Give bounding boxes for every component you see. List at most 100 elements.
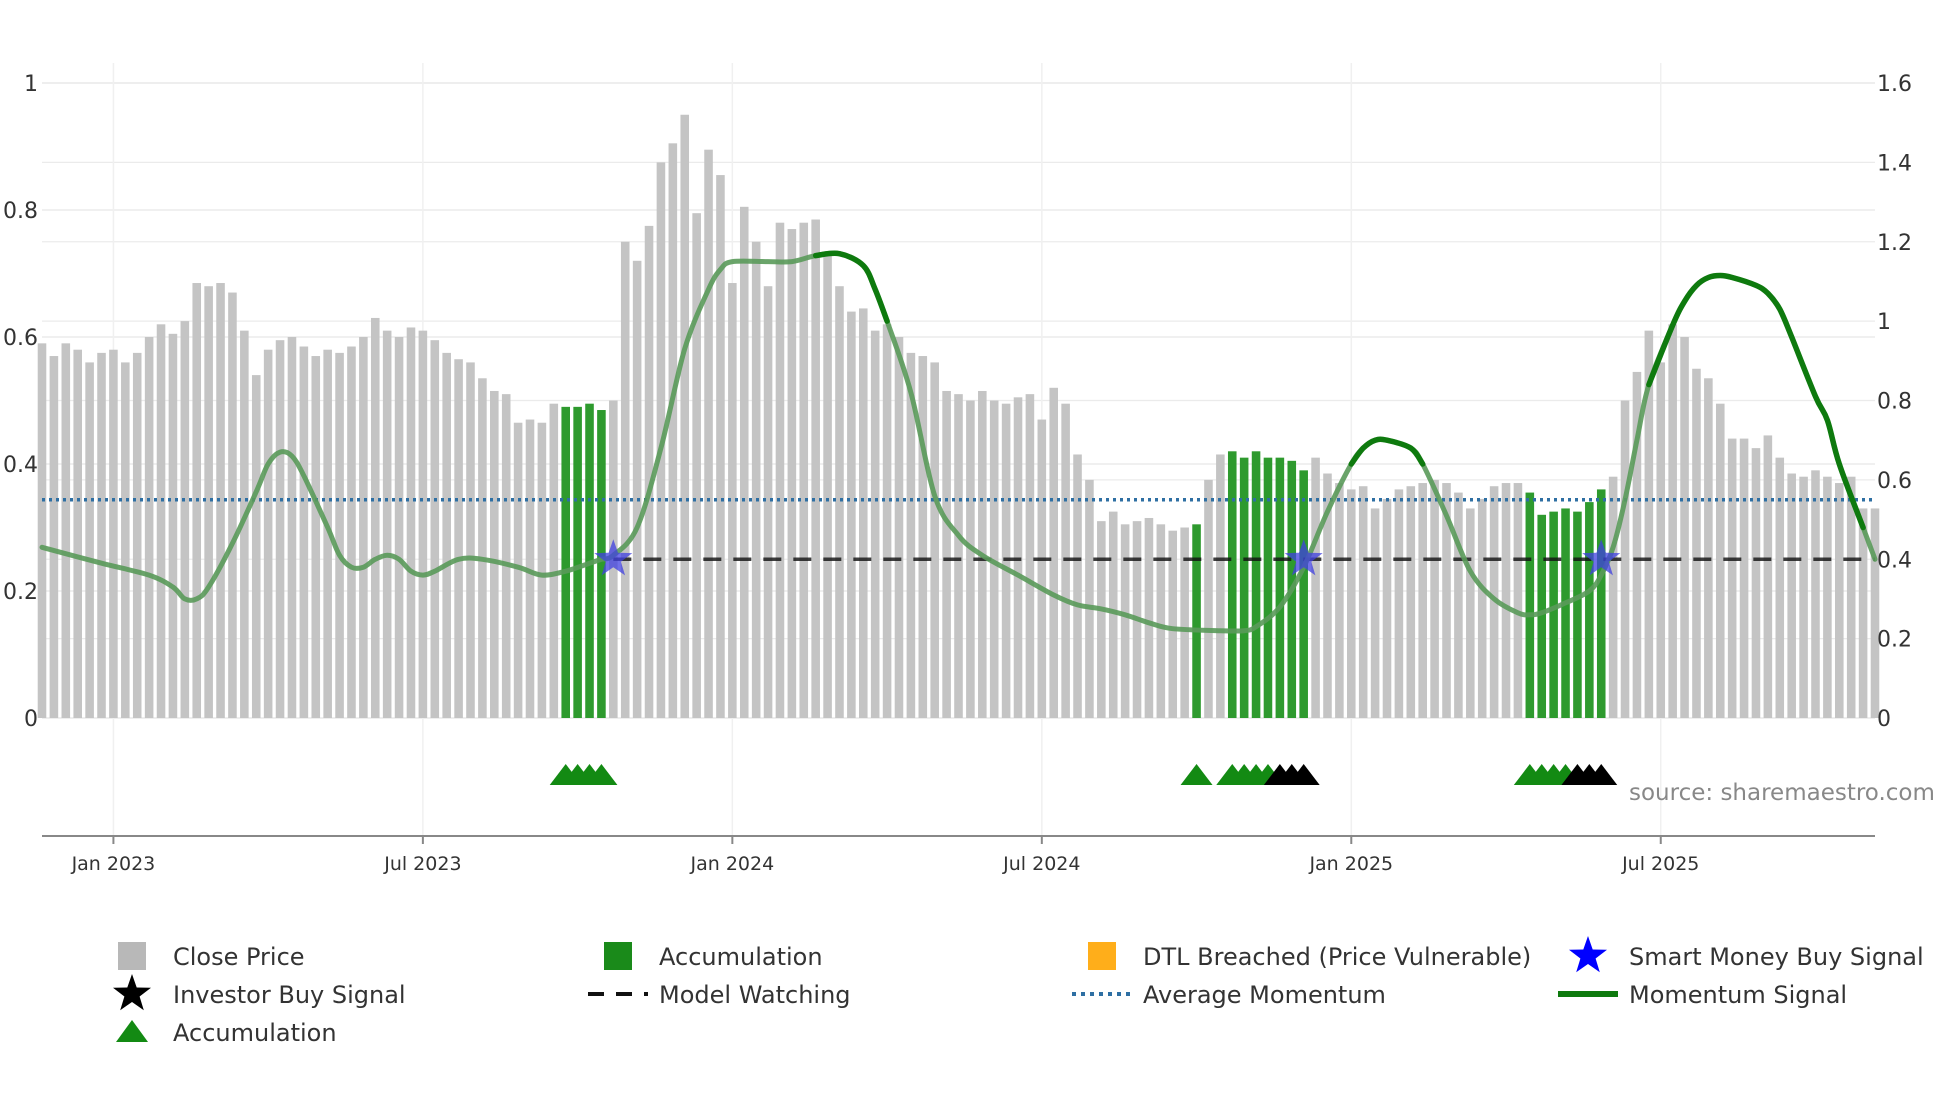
close-price-bar [1085,479,1094,718]
axes: Jan 2023 Jul 2023 Jan 2024 Jul 2024 Jan 2025… [3,72,1912,875]
close-price-bar [1775,457,1785,718]
close-price-bar [763,286,773,718]
close-price-bar [144,337,154,718]
close-price-bar [870,330,880,718]
x-tick-label: Jul 2024 [1002,853,1080,875]
close-price-bar [1382,498,1392,718]
close-price-bar [513,422,523,718]
close-price-bar [1668,324,1677,718]
accumulation-bar [1596,489,1606,718]
close-price-bar [49,356,59,718]
left-tick-label: 0.8 [3,199,38,224]
close-price-bar [406,327,416,718]
close-price-bar [1680,337,1689,718]
close-price-bar [787,229,797,719]
legend-item: Momentum Signal [1558,981,1847,1009]
close-price-bar [240,330,249,718]
close-price-bar [1394,489,1404,718]
right-tick-label: 0.4 [1877,548,1912,573]
close-price-bar [1727,438,1737,718]
bar-series [37,114,1880,719]
close-price-bar [85,362,94,718]
accumulation-bar [1275,457,1285,718]
close-price-bar [37,343,47,718]
close-price-bar [966,400,975,718]
x-tick-label: Jul 2023 [383,853,461,875]
close-price-bar [501,394,511,718]
legend-label: Close Price [173,943,305,971]
close-price-bar [287,337,297,718]
legend-label: Average Momentum [1143,981,1386,1009]
close-price-bar [1644,330,1654,718]
close-price-bar [121,362,130,718]
close-price-bar [1632,371,1642,718]
close-price-bar [954,394,963,718]
close-price-bar [109,349,118,718]
close-price-bar [632,260,642,718]
close-price-bar [1168,530,1178,718]
accumulation-bar [1239,457,1249,718]
close-price-bar [1477,498,1487,718]
close-price-bar [263,349,273,718]
legend-label: Accumulation [659,943,823,971]
smart-money-star [1284,539,1323,576]
close-price-bar [704,149,713,719]
close-price-bar [728,283,737,718]
momentum-signal-strong [1646,272,1866,531]
close-price-bar [1454,492,1463,718]
close-price-bar [1692,368,1701,718]
legend-item: Average Momentum [1072,981,1386,1009]
accumulation-bar [1561,508,1570,718]
close-price-bar [882,324,892,718]
close-price-bar [1858,508,1868,718]
close-price-bar [1513,483,1523,718]
close-price-bar [668,143,678,718]
legend-item: Accumulation [604,942,823,971]
x-tick-label: Jan 2024 [690,853,775,875]
close-price-bar [1108,511,1118,718]
close-price-bar [1180,527,1189,718]
close-price-bar [1120,524,1130,718]
close-price-bar [1608,476,1618,718]
close-price-bar [1704,378,1713,718]
accumulation-bar [1537,514,1547,718]
close-price-bar [620,241,630,718]
momentum-signal-strong [1348,436,1426,467]
accumulation-bar [1227,451,1237,718]
close-price-bar [894,337,904,718]
close-price-bar [1799,476,1808,718]
close-price-bar [835,286,844,718]
smart-money-stars [594,539,1621,576]
legend-item: Investor Buy Signal [113,974,406,1011]
close-price-bar [454,359,463,718]
momentum-signal-line [39,250,1878,634]
close-price-bar [275,340,285,718]
close-price-bar [1406,486,1416,718]
source-label: source: sharemaestro.com [1629,780,1935,806]
close-price-bar [204,286,213,718]
close-price-bar [692,213,701,719]
close-price-bar [1204,479,1213,718]
close-price-bar [930,362,939,718]
close-price-bar [1073,454,1082,718]
close-price-bar [156,324,166,718]
legend-triangle-icon [116,1020,148,1042]
close-price-bar [1358,486,1368,718]
legend-swatch [1088,942,1116,970]
investor-buy-marker [1585,764,1618,785]
legend-label: Momentum Signal [1629,981,1847,1009]
close-price-bar [1037,419,1047,718]
close-price-bar [335,352,344,718]
close-price-bar [823,254,832,718]
close-price-bar [1323,473,1332,718]
legend-label: Accumulation [173,1019,337,1047]
close-price-bar [775,222,785,718]
close-price-bar [1216,454,1225,718]
close-price-bar [61,343,71,718]
close-price-bar [799,222,809,718]
accumulation-bar [1299,470,1308,718]
right-tick-label: 0.6 [1877,469,1912,494]
legend-star-icon [1569,936,1607,973]
close-price-bar [537,422,547,718]
close-price-bar [680,114,690,718]
